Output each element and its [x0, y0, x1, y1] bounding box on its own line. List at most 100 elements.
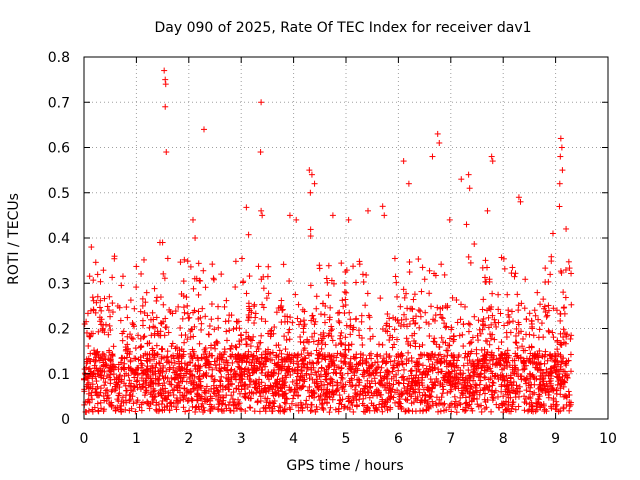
data-point — [114, 404, 121, 411]
data-point — [184, 258, 191, 265]
data-point — [106, 364, 113, 371]
data-point — [167, 308, 174, 315]
data-point — [192, 408, 199, 415]
data-point — [367, 335, 374, 342]
data-point — [530, 332, 537, 339]
data-point — [338, 260, 345, 267]
data-point — [203, 373, 210, 380]
data-point — [291, 368, 298, 375]
data-point — [152, 370, 159, 377]
data-point — [429, 384, 436, 391]
data-point — [488, 391, 495, 398]
data-point — [350, 263, 357, 270]
data-point — [97, 399, 104, 406]
data-point — [278, 297, 285, 304]
data-point — [300, 317, 307, 324]
data-point — [471, 313, 478, 320]
data-point — [351, 368, 358, 375]
data-point — [182, 408, 189, 415]
data-point — [243, 341, 250, 348]
data-point — [200, 267, 207, 274]
data-point — [196, 406, 203, 413]
data-point — [322, 319, 329, 326]
data-point — [90, 306, 97, 313]
data-point — [560, 289, 567, 296]
data-point — [127, 383, 134, 390]
data-point — [451, 363, 458, 370]
data-point — [356, 332, 363, 339]
data-point — [540, 334, 547, 341]
data-point — [438, 355, 445, 362]
data-point — [466, 340, 473, 347]
data-point — [156, 360, 163, 367]
x-tick-label: 5 — [342, 431, 351, 447]
data-point — [443, 357, 450, 364]
data-point — [149, 351, 156, 358]
data-point — [217, 382, 224, 389]
data-point — [204, 397, 211, 404]
data-point — [350, 408, 357, 415]
data-point — [390, 394, 397, 401]
data-point — [247, 343, 254, 350]
data-point — [200, 404, 207, 411]
data-point — [441, 400, 448, 407]
data-point — [177, 259, 184, 266]
data-point — [507, 372, 514, 379]
data-point — [162, 315, 169, 322]
data-point — [495, 345, 502, 352]
data-point — [314, 355, 321, 362]
data-point — [301, 376, 308, 383]
data-point — [195, 308, 202, 315]
data-point — [133, 399, 140, 406]
data-point — [176, 352, 183, 359]
data-point — [130, 400, 137, 407]
data-point — [138, 343, 145, 350]
data-point — [411, 330, 418, 337]
data-point — [329, 212, 336, 219]
data-point — [313, 403, 320, 410]
data-point — [321, 381, 328, 388]
data-point — [126, 377, 133, 384]
data-point — [536, 361, 543, 368]
data-point — [106, 367, 113, 374]
data-point — [316, 265, 323, 272]
data-point — [557, 385, 564, 392]
data-point — [451, 393, 458, 400]
data-point — [475, 337, 482, 344]
x-tick-label: 6 — [394, 431, 403, 447]
data-point — [312, 369, 319, 376]
data-point — [282, 400, 289, 407]
data-point — [537, 301, 544, 308]
data-point — [416, 368, 423, 375]
data-point — [223, 297, 230, 304]
data-point — [162, 76, 169, 83]
data-point — [152, 406, 159, 413]
data-point — [563, 394, 570, 401]
data-point — [284, 318, 291, 325]
data-point — [134, 365, 141, 372]
data-point — [387, 406, 394, 413]
data-point — [161, 67, 168, 74]
data-point — [83, 356, 90, 363]
data-point — [278, 302, 285, 309]
data-point — [484, 364, 491, 371]
data-point — [480, 296, 487, 303]
data-point — [360, 385, 367, 392]
data-point — [396, 361, 403, 368]
data-point — [404, 338, 411, 345]
data-point — [333, 387, 340, 394]
data-point — [219, 394, 226, 401]
data-point — [539, 352, 546, 359]
data-point — [517, 198, 524, 205]
data-point — [552, 352, 559, 359]
data-point — [101, 382, 108, 389]
data-point — [438, 334, 445, 341]
data-point — [504, 320, 511, 327]
data-point — [473, 395, 480, 402]
data-point — [142, 350, 149, 357]
data-point — [434, 356, 441, 363]
data-point — [530, 408, 537, 415]
data-point — [415, 366, 422, 373]
data-point — [267, 350, 274, 357]
data-point — [97, 354, 104, 361]
